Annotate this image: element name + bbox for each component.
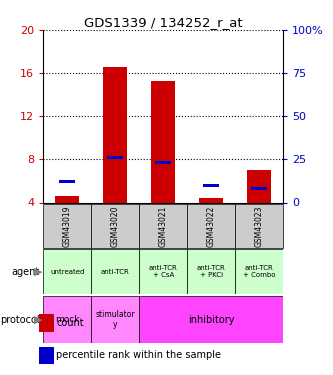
Bar <box>40 346 54 364</box>
Bar <box>247 170 271 202</box>
Text: protocol: protocol <box>0 315 40 325</box>
Bar <box>91 204 139 248</box>
Text: mock: mock <box>55 315 80 324</box>
Bar <box>91 296 139 343</box>
Text: anti-TCR
+ Combo: anti-TCR + Combo <box>243 266 275 278</box>
Bar <box>139 249 187 294</box>
Bar <box>199 198 223 202</box>
Text: agent: agent <box>12 267 40 277</box>
Bar <box>91 249 139 294</box>
Bar <box>43 249 91 294</box>
Text: untreated: untreated <box>50 269 85 275</box>
Bar <box>151 81 175 203</box>
Bar <box>103 67 127 203</box>
Bar <box>139 204 187 248</box>
Text: GSM43022: GSM43022 <box>206 205 216 247</box>
Title: GDS1339 / 134252_r_at: GDS1339 / 134252_r_at <box>84 16 242 29</box>
Bar <box>40 314 54 332</box>
Bar <box>251 187 267 190</box>
Text: count: count <box>56 318 84 328</box>
Text: ▶: ▶ <box>34 267 43 277</box>
Text: GSM43020: GSM43020 <box>111 205 120 247</box>
Text: GSM43023: GSM43023 <box>254 205 264 247</box>
Text: anti-TCR
+ CsA: anti-TCR + CsA <box>149 266 177 278</box>
Text: ▶: ▶ <box>34 315 43 325</box>
Bar <box>60 180 75 183</box>
Text: percentile rank within the sample: percentile rank within the sample <box>56 350 221 360</box>
Text: anti-TCR
+ PKCi: anti-TCR + PKCi <box>197 266 225 278</box>
Bar <box>139 296 283 343</box>
Text: anti-TCR: anti-TCR <box>101 269 130 275</box>
Bar <box>108 156 123 159</box>
Text: GSM43019: GSM43019 <box>63 205 72 247</box>
Text: stimulator
y: stimulator y <box>96 310 135 329</box>
Bar <box>55 196 79 202</box>
Bar <box>156 161 171 164</box>
Bar <box>187 204 235 248</box>
Bar <box>43 204 91 248</box>
Bar <box>203 184 219 187</box>
Bar <box>187 249 235 294</box>
Bar <box>43 296 91 343</box>
Text: inhibitory: inhibitory <box>188 315 234 325</box>
Text: GSM43021: GSM43021 <box>159 205 168 247</box>
Bar <box>235 249 283 294</box>
Bar <box>235 204 283 248</box>
